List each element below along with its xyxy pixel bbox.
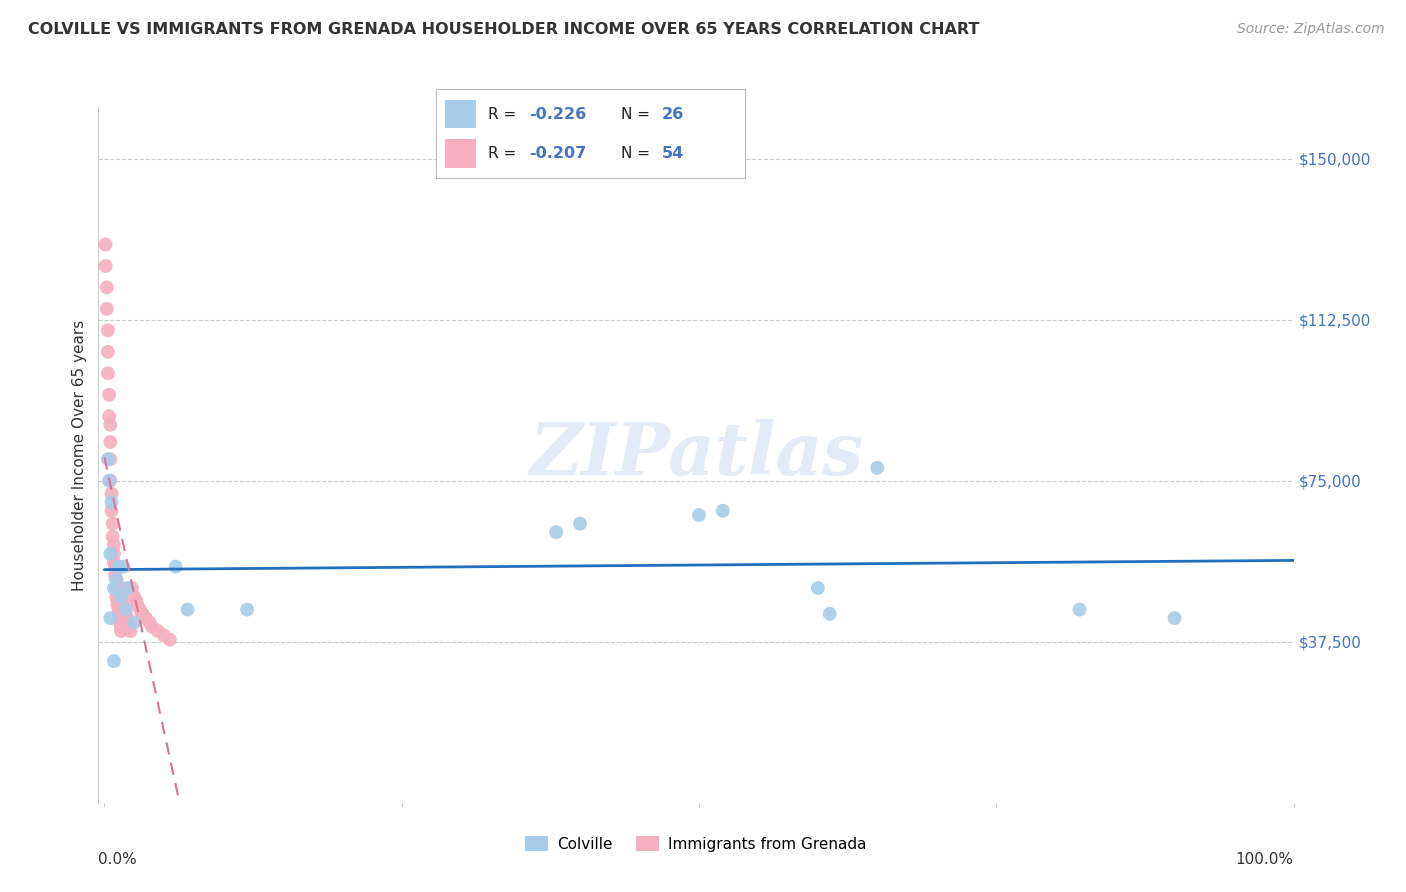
Point xyxy=(159,632,181,647)
Point xyxy=(107,602,129,616)
Point xyxy=(569,516,592,531)
Point xyxy=(97,367,120,381)
Point xyxy=(114,607,136,621)
Point xyxy=(98,409,121,424)
Text: COLVILLE VS IMMIGRANTS FROM GRENADA HOUSEHOLDER INCOME OVER 65 YEARS CORRELATION: COLVILLE VS IMMIGRANTS FROM GRENADA HOUS… xyxy=(28,22,980,37)
FancyBboxPatch shape xyxy=(446,100,477,128)
Point xyxy=(807,581,830,595)
Text: ZIPatlas: ZIPatlas xyxy=(529,419,863,491)
Point xyxy=(98,611,121,625)
Point xyxy=(103,555,125,569)
Point xyxy=(94,237,117,252)
Point xyxy=(115,611,138,625)
Point xyxy=(121,581,143,595)
Point xyxy=(98,417,121,432)
Point xyxy=(100,495,122,509)
Point xyxy=(105,573,128,587)
Point xyxy=(107,594,129,608)
Point xyxy=(688,508,710,522)
Point xyxy=(114,602,136,616)
Point xyxy=(100,504,122,518)
Point xyxy=(118,620,141,634)
Point xyxy=(107,559,129,574)
Point xyxy=(98,452,121,467)
Point xyxy=(98,474,121,488)
Point xyxy=(153,628,176,642)
Point xyxy=(146,624,169,638)
Point xyxy=(101,516,124,531)
Point xyxy=(112,559,135,574)
Point xyxy=(546,525,568,540)
Point xyxy=(96,301,118,316)
Point xyxy=(98,474,121,488)
Legend: Colville, Immigrants from Grenada: Colville, Immigrants from Grenada xyxy=(519,830,873,858)
Point xyxy=(104,568,127,582)
Point xyxy=(97,323,120,337)
Point xyxy=(125,594,148,608)
Point xyxy=(131,607,153,621)
Text: 100.0%: 100.0% xyxy=(1236,852,1294,866)
Text: N =: N = xyxy=(621,107,655,121)
Point xyxy=(141,620,163,634)
Point xyxy=(112,599,135,613)
Point xyxy=(105,581,128,595)
Text: R =: R = xyxy=(488,146,522,161)
Point xyxy=(176,602,198,616)
Point xyxy=(114,602,136,616)
Point xyxy=(100,486,122,500)
Point xyxy=(127,599,149,613)
Point xyxy=(105,573,128,587)
Point xyxy=(101,529,124,543)
Point xyxy=(111,581,134,595)
Point xyxy=(129,602,152,616)
Text: 54: 54 xyxy=(662,146,683,161)
Point xyxy=(110,624,132,638)
Point xyxy=(98,435,121,450)
Point xyxy=(122,590,145,604)
Text: Source: ZipAtlas.com: Source: ZipAtlas.com xyxy=(1237,22,1385,37)
Point xyxy=(120,624,142,638)
Point xyxy=(104,559,127,574)
Point xyxy=(97,344,120,359)
Point xyxy=(866,460,889,475)
Text: N =: N = xyxy=(621,146,655,161)
Point xyxy=(138,615,160,630)
Point xyxy=(103,581,125,595)
Point xyxy=(117,615,139,630)
Point xyxy=(818,607,841,621)
Point xyxy=(122,615,145,630)
Point xyxy=(103,538,125,552)
Text: 26: 26 xyxy=(662,107,683,121)
Point xyxy=(236,602,259,616)
Text: 0.0%: 0.0% xyxy=(98,852,138,866)
Text: -0.207: -0.207 xyxy=(529,146,586,161)
Point xyxy=(111,590,134,604)
Point xyxy=(107,599,129,613)
Point xyxy=(105,590,128,604)
Point xyxy=(110,620,132,634)
Text: -0.226: -0.226 xyxy=(529,107,586,121)
Point xyxy=(135,611,157,625)
Point xyxy=(1069,602,1091,616)
Point xyxy=(103,547,125,561)
Y-axis label: Householder Income Over 65 years: Householder Income Over 65 years xyxy=(72,319,87,591)
Point xyxy=(98,388,121,402)
Point xyxy=(98,547,121,561)
Point xyxy=(103,654,125,668)
Point xyxy=(108,615,131,630)
Point xyxy=(107,607,129,621)
Point xyxy=(97,452,120,467)
Point xyxy=(165,559,187,574)
Point xyxy=(110,590,132,604)
Point xyxy=(96,280,118,294)
Point xyxy=(108,611,131,625)
Point xyxy=(94,259,117,273)
Text: R =: R = xyxy=(488,107,522,121)
Point xyxy=(117,581,139,595)
Point xyxy=(711,504,734,518)
Point xyxy=(1163,611,1185,625)
FancyBboxPatch shape xyxy=(446,139,477,168)
